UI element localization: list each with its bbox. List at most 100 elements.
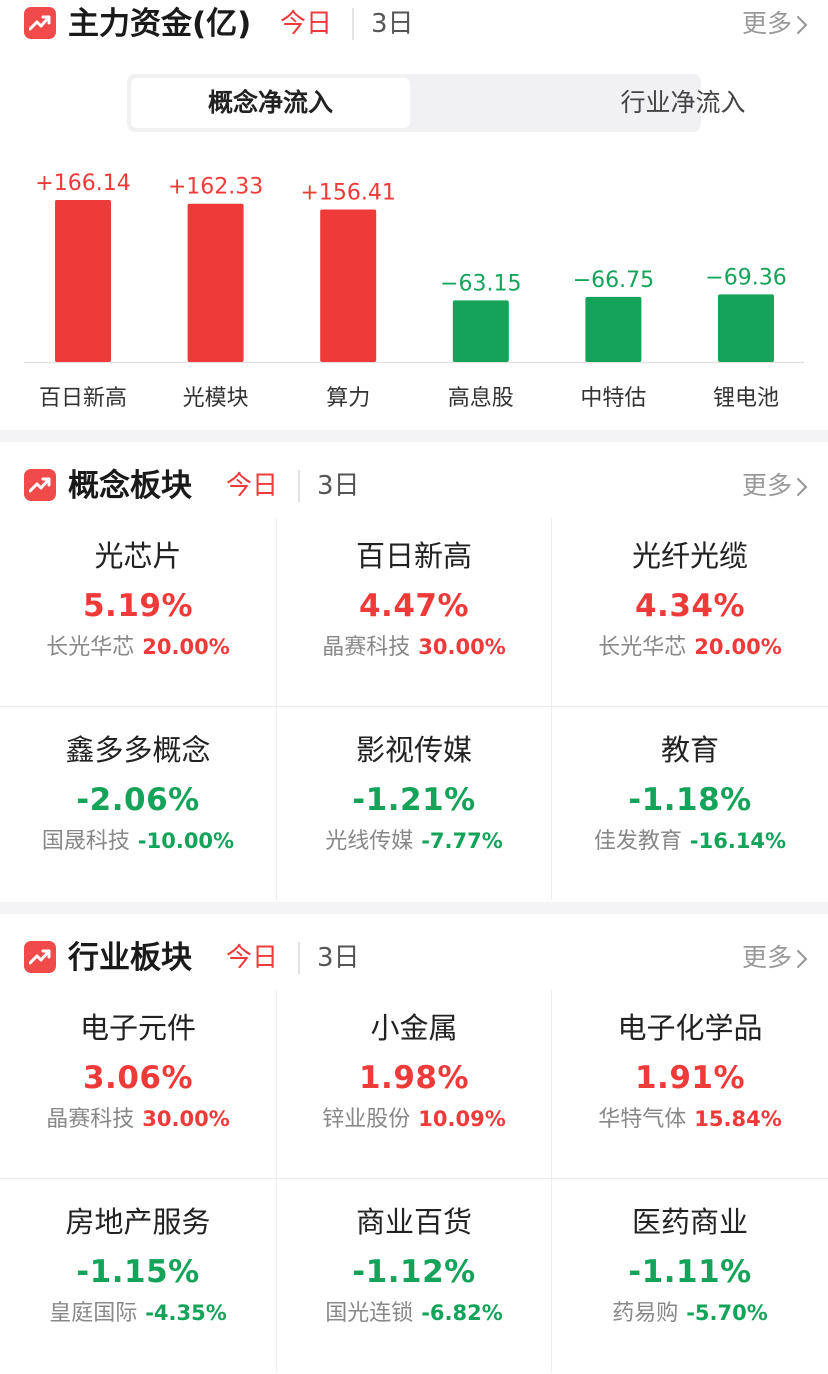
leading-stock-name: 国光连锁 — [325, 1301, 414, 1326]
flow-type-segmented-control: 概念净流入 行业净流入 — [127, 74, 746, 132]
more-label: 更多 — [741, 471, 792, 500]
grid-divider — [551, 990, 552, 1372]
segment-concept-inflow[interactable]: 概念净流入 — [131, 78, 410, 128]
leading-stock-name: 晶赛科技 — [46, 1107, 135, 1132]
bar-category-label: 百日新高 — [39, 386, 127, 411]
leading-stock-name: 晶赛科技 — [322, 635, 411, 660]
leading-stock-change: -4.35% — [145, 1301, 227, 1325]
sector-change-pct: 1.91% — [634, 1060, 746, 1096]
grid-divider — [551, 518, 552, 900]
tab-3day[interactable]: 3日 — [317, 471, 360, 501]
section-title: 主力资金(亿) — [68, 6, 252, 42]
leading-stock-change: -16.14% — [689, 829, 787, 853]
bar-value-label: −63.15 — [440, 271, 521, 296]
tab-today[interactable]: 今日 — [280, 9, 333, 39]
grid-divider — [0, 706, 828, 707]
sector-card[interactable]: 电子化学品 1.91% 华特气体 15.84% — [552, 984, 828, 1178]
sector-card[interactable]: 光芯片 5.19% 长光华芯 20.00% — [0, 512, 276, 706]
sector-change-pct: -2.06% — [76, 782, 200, 818]
sector-name: 电子元件 — [79, 1011, 196, 1045]
leading-stock: 晶赛科技 30.00% — [0, 1102, 276, 1137]
sector-name: 教育 — [660, 733, 719, 767]
segment-industry-inflow[interactable]: 行业净流入 — [620, 88, 746, 117]
leading-stock: 光线传媒 -7.77% — [276, 824, 552, 859]
sector-change-pct: -1.11% — [628, 1254, 752, 1290]
sector-card[interactable]: 光纤光缆 4.34% 长光华芯 20.00% — [552, 512, 828, 706]
concept-header: 概念板块 今日 3日 更多 — [0, 462, 828, 512]
sector-card[interactable]: 医药商业 -1.11% 药易购 -5.70% — [552, 1178, 828, 1372]
tab-today[interactable]: 今日 — [226, 471, 279, 501]
leading-stock: 皇庭国际 -4.35% — [0, 1296, 276, 1331]
leading-stock: 佳发教育 -16.14% — [552, 824, 828, 859]
leading-stock: 药易购 -5.70% — [552, 1296, 828, 1331]
leading-stock-change: 20.00% — [142, 635, 230, 659]
bar-2 — [320, 209, 377, 362]
leading-stock: 锌业股份 10.09% — [276, 1102, 552, 1137]
sector-card[interactable]: 影视传媒 -1.21% 光线传媒 -7.77% — [276, 706, 552, 900]
sector-card[interactable]: 教育 -1.18% 佳发教育 -16.14% — [552, 706, 828, 900]
sector-name: 影视传媒 — [355, 733, 472, 767]
leading-stock-change: 20.00% — [694, 635, 782, 659]
bar-5 — [718, 294, 774, 362]
more-link[interactable]: 更多 — [742, 466, 808, 506]
tab-3day[interactable]: 3日 — [371, 9, 414, 39]
leading-stock-change: -7.77% — [421, 829, 503, 853]
leading-stock-name: 药易购 — [612, 1301, 679, 1326]
section-title: 行业板块 — [68, 940, 192, 976]
sector-name: 百日新高 — [355, 539, 472, 573]
leading-stock: 国光连锁 -6.82% — [276, 1296, 552, 1331]
more-link[interactable]: 更多 — [742, 4, 808, 44]
trend-up-icon — [24, 469, 56, 501]
tab-3day[interactable]: 3日 — [317, 943, 360, 973]
sector-name: 房地产服务 — [65, 1205, 211, 1239]
sector-card[interactable]: 房地产服务 -1.15% 皇庭国际 -4.35% — [0, 1178, 276, 1372]
industry-section: 行业板块 今日 3日 更多 电子元件 3.06% 晶赛科技 30.00% 小金属 1.98… — [0, 914, 828, 1374]
leading-stock: 长光华芯 20.00% — [0, 630, 276, 665]
industry-grid: 电子元件 3.06% 晶赛科技 30.00% 小金属 1.98% 锌业股份 10.09% 电子化… — [0, 984, 828, 1372]
bar-value-label: +156.41 — [300, 180, 395, 205]
bar-category-label: 高息股 — [448, 386, 514, 411]
more-link[interactable]: 更多 — [742, 938, 808, 978]
sector-change-pct: 5.19% — [82, 588, 194, 624]
bar-category-label: 中特估 — [580, 386, 646, 411]
leading-stock-name: 长光华芯 — [46, 635, 135, 660]
grid-divider — [0, 1178, 828, 1179]
sector-name: 光芯片 — [94, 539, 182, 573]
section-gap — [0, 430, 828, 442]
more-label: 更多 — [741, 943, 792, 972]
leading-stock-name: 华特气体 — [598, 1107, 687, 1132]
sector-change-pct: 4.47% — [358, 588, 470, 624]
sector-change-pct: -1.15% — [76, 1254, 200, 1290]
tab-divider — [298, 942, 300, 974]
section-title: 概念板块 — [68, 468, 192, 504]
sector-card[interactable]: 小金属 1.98% 锌业股份 10.09% — [276, 984, 552, 1178]
sector-card[interactable]: 商业百货 -1.12% 国光连锁 -6.82% — [276, 1178, 552, 1372]
leading-stock-change: 30.00% — [418, 635, 506, 659]
leading-stock-name: 佳发教育 — [593, 829, 682, 854]
leading-stock: 华特气体 15.84% — [552, 1102, 828, 1137]
bar-3 — [452, 300, 509, 362]
leading-stock-name: 长光华芯 — [598, 635, 687, 660]
chevron-right-icon — [796, 477, 808, 497]
leading-stock-name: 国晟科技 — [41, 829, 130, 854]
sector-card[interactable]: 百日新高 4.47% 晶赛科技 30.00% — [276, 512, 552, 706]
sector-name: 医药商业 — [631, 1205, 748, 1239]
sector-change-pct: 3.06% — [82, 1060, 194, 1096]
bar-category-label: 算力 — [326, 386, 370, 411]
sector-card[interactable]: 电子元件 3.06% 晶赛科技 30.00% — [0, 984, 276, 1178]
sector-name: 光纤光缆 — [631, 539, 748, 573]
leading-stock-change: 10.09% — [418, 1107, 506, 1131]
trend-up-icon — [24, 7, 56, 39]
leading-stock-name: 皇庭国际 — [49, 1301, 138, 1326]
industry-header: 行业板块 今日 3日 更多 — [0, 934, 828, 984]
leading-stock: 晶赛科技 30.00% — [276, 630, 552, 665]
bar-value-label: +162.33 — [168, 175, 263, 200]
leading-stock: 长光华芯 20.00% — [552, 630, 828, 665]
leading-stock-change: 30.00% — [142, 1107, 230, 1131]
sector-change-pct: 1.98% — [358, 1060, 470, 1096]
sector-card[interactable]: 鑫多多概念 -2.06% 国晟科技 -10.00% — [0, 706, 276, 900]
bar-value-label: +166.14 — [35, 171, 130, 196]
bar-category-label: 锂电池 — [713, 386, 779, 411]
grid-divider — [276, 990, 277, 1372]
tab-today[interactable]: 今日 — [226, 943, 279, 973]
